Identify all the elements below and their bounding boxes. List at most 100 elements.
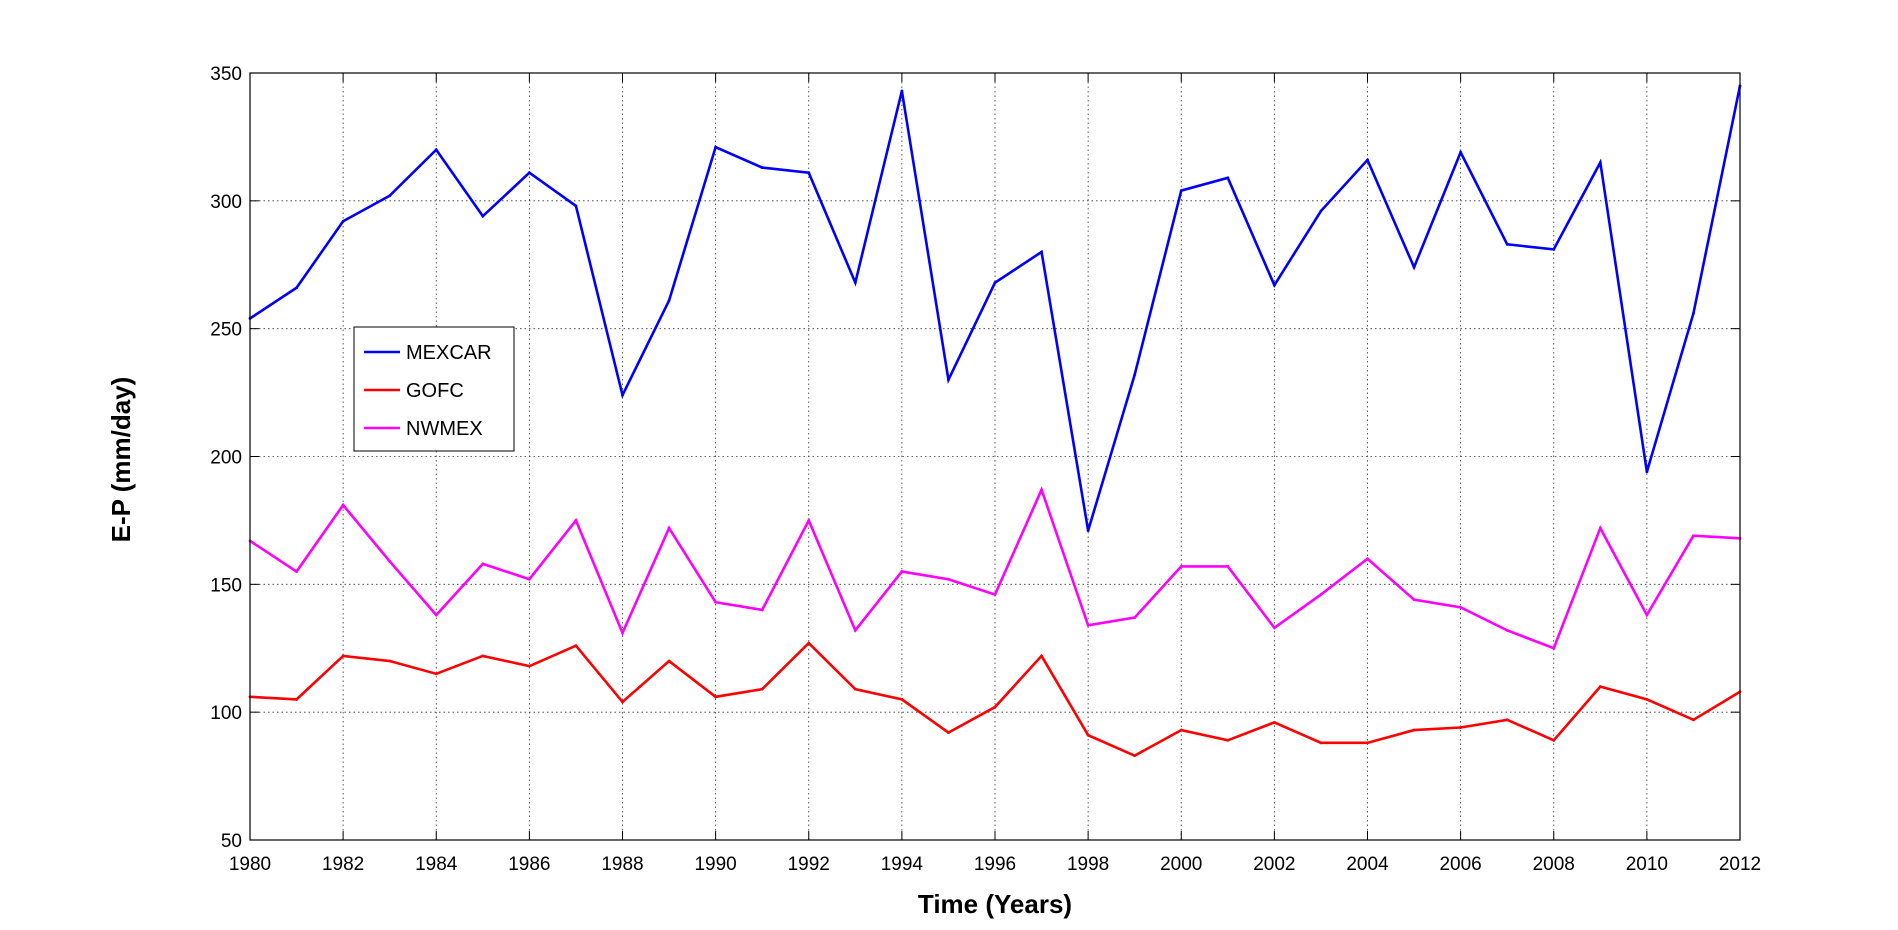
data-point-gofc [1459, 726, 1463, 729]
data-point-nwmex [1086, 623, 1090, 627]
data-point-gofc [1040, 654, 1043, 658]
data-point-gofc [947, 731, 950, 735]
data-point-mexcar [714, 145, 718, 149]
y-tick-label: 150 [210, 575, 242, 596]
legend: MEXCAR GOFC NWMEX [353, 326, 515, 452]
legend-label-nwmex: NWMEX [406, 418, 483, 440]
data-point-mexcar [1086, 529, 1090, 533]
data-point-gofc [807, 641, 811, 645]
data-point-nwmex [947, 577, 950, 581]
data-point-mexcar [1226, 176, 1230, 180]
legend-label-gofc: GOFC [406, 380, 464, 402]
data-point-gofc [574, 644, 578, 648]
y-tick-label: 50 [221, 831, 242, 852]
data-point-nwmex [1179, 565, 1183, 568]
data-point-nwmex [1366, 557, 1369, 561]
data-point-mexcar [1319, 209, 1323, 213]
data-point-mexcar [1552, 248, 1556, 251]
x-tick-label: 1980 [229, 854, 271, 875]
data-point-gofc [667, 659, 671, 663]
data-point-mexcar [388, 194, 392, 198]
data-point-gofc [1645, 697, 1649, 701]
data-point-nwmex [993, 593, 997, 596]
x-tick-label: 1984 [415, 854, 458, 875]
data-point-mexcar [574, 204, 578, 208]
data-point-nwmex [621, 631, 624, 635]
data-point-mexcar [1272, 283, 1276, 287]
x-tick-label: 2004 [1346, 854, 1389, 875]
data-point-gofc [1692, 718, 1695, 722]
data-point-mexcar [434, 148, 438, 152]
y-tick-label: 350 [210, 64, 242, 85]
data-point-mexcar [1505, 242, 1509, 246]
data-point-gofc [434, 672, 438, 676]
data-point-mexcar [1366, 158, 1369, 162]
x-tick-label: 2008 [1533, 854, 1575, 875]
data-point-gofc [900, 697, 904, 701]
x-tick-label: 1990 [694, 854, 736, 875]
data-point-gofc [388, 659, 392, 663]
data-point-nwmex [807, 519, 811, 522]
data-point-gofc [1179, 728, 1183, 732]
data-point-nwmex [1505, 628, 1509, 632]
data-point-gofc [1505, 718, 1509, 722]
data-point-mexcar [900, 89, 904, 93]
data-point-nwmex [1645, 613, 1649, 617]
x-tick-label: 1982 [322, 854, 364, 875]
y-tick-label: 300 [210, 192, 242, 213]
data-point-gofc [1133, 754, 1137, 758]
data-point-mexcar [1179, 189, 1183, 193]
y-axis-title: E-P (mm/day) [106, 377, 136, 543]
x-tick-label: 2002 [1253, 854, 1295, 875]
data-point-nwmex [760, 608, 764, 612]
data-point-nwmex [434, 613, 438, 617]
x-tick-label: 1992 [788, 854, 830, 875]
data-point-gofc [621, 700, 624, 704]
x-tick-label: 1988 [601, 854, 643, 875]
data-point-mexcar [341, 219, 345, 223]
data-point-gofc [295, 697, 298, 701]
data-point-gofc [481, 654, 485, 658]
data-point-nwmex [1226, 565, 1230, 568]
data-point-gofc [1319, 741, 1323, 745]
data-point-mexcar [667, 299, 671, 302]
x-tick-label: 1994 [881, 854, 924, 875]
data-point-gofc [1272, 720, 1276, 724]
x-tick-label: 2012 [1719, 854, 1761, 875]
data-point-gofc [1366, 741, 1369, 745]
x-tick-label: 1998 [1067, 854, 1109, 875]
data-point-mexcar [1645, 470, 1649, 474]
data-point-mexcar [481, 214, 485, 218]
data-point-mexcar [1133, 373, 1137, 377]
data-point-mexcar [947, 378, 950, 382]
data-point-mexcar [760, 166, 764, 169]
data-point-nwmex [341, 503, 345, 507]
ticks: 1980 1982 1984 1986 1988 1990 1992 1994 1996 1998… [210, 64, 1761, 875]
data-point-gofc [1086, 733, 1090, 737]
data-point-gofc [527, 664, 531, 668]
data-point-nwmex [527, 577, 531, 581]
y-tick-label: 250 [210, 320, 242, 341]
data-point-gofc [1598, 685, 1602, 688]
data-point-nwmex [1552, 646, 1556, 650]
data-point-nwmex [388, 559, 392, 563]
data-point-nwmex [1272, 626, 1276, 630]
data-point-nwmex [714, 600, 718, 604]
data-point-mexcar [807, 171, 811, 175]
data-point-mexcar [853, 281, 857, 285]
y-tick-label: 100 [210, 703, 242, 724]
data-point-gofc [760, 687, 764, 691]
data-point-gofc [993, 705, 997, 709]
data-point-nwmex [1598, 526, 1602, 530]
data-point-mexcar [1412, 265, 1416, 269]
data-point-mexcar [527, 171, 531, 175]
legend-label-mexcar: MEXCAR [406, 342, 492, 364]
data-point-mexcar [1692, 311, 1695, 315]
data-point-nwmex [295, 570, 298, 573]
data-point-nwmex [1319, 593, 1323, 596]
x-tick-label: 2000 [1160, 854, 1202, 875]
data-point-mexcar [295, 286, 298, 290]
data-point-gofc [1226, 738, 1230, 742]
data-point-nwmex [1692, 534, 1695, 538]
